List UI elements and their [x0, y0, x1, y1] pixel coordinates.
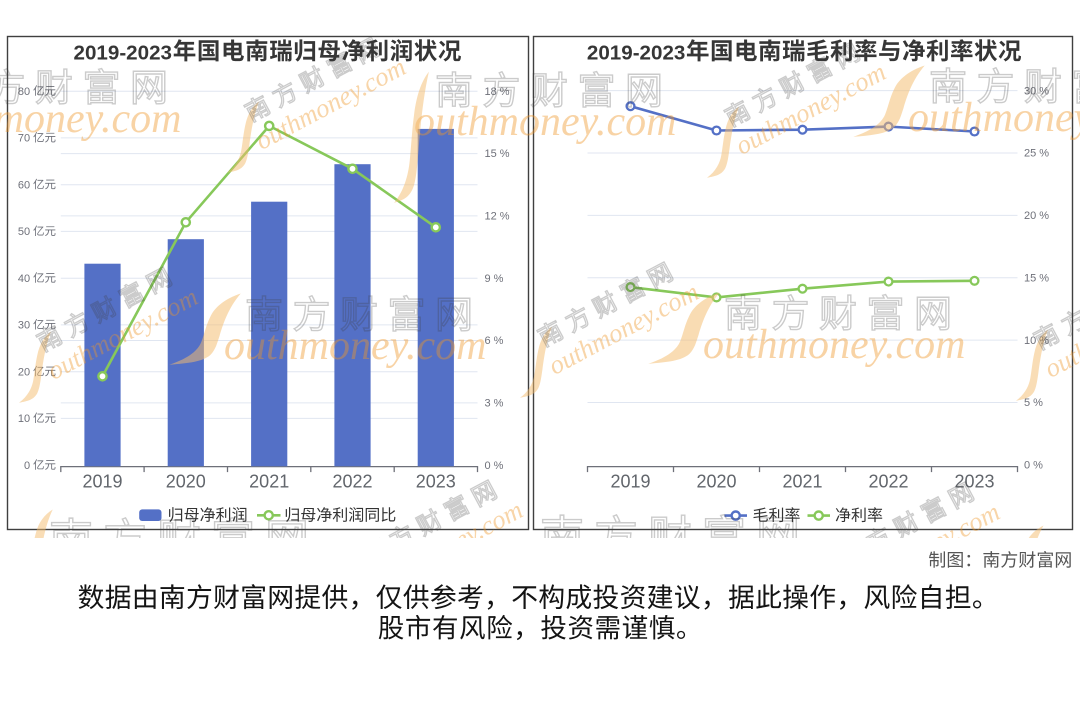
svg-text:30: 30	[18, 320, 30, 332]
svg-text:outhmoney.com: outhmoney.com	[414, 99, 676, 145]
svg-text:12 %: 12 %	[485, 211, 510, 223]
svg-text:70: 70	[18, 133, 30, 145]
svg-text:outhmoney.com: outhmoney.com	[908, 95, 1080, 141]
svg-text:20: 20	[18, 366, 30, 378]
svg-text:2019: 2019	[82, 472, 122, 492]
svg-text:15 %: 15 %	[1024, 273, 1049, 285]
svg-text:2021: 2021	[249, 472, 289, 492]
svg-text:9 %: 9 %	[485, 273, 504, 285]
svg-text:3 %: 3 %	[485, 398, 504, 410]
svg-text:40: 40	[18, 273, 30, 285]
svg-text:15 %: 15 %	[485, 148, 510, 160]
svg-text:2021: 2021	[782, 472, 822, 492]
svg-text:2019-2023: 2019-2023	[74, 42, 172, 65]
svg-text:0 %: 0 %	[1024, 460, 1043, 472]
svg-text:outhmoney.com: outhmoney.com	[703, 322, 965, 368]
svg-text:outhmoney.com: outhmoney.com	[224, 323, 486, 369]
svg-text:2022: 2022	[868, 472, 908, 492]
svg-text:2019-2023: 2019-2023	[587, 42, 685, 65]
svg-text:5 %: 5 %	[1024, 397, 1043, 409]
svg-text:6 %: 6 %	[485, 335, 504, 347]
svg-text:0 %: 0 %	[485, 460, 504, 472]
svg-text:2023: 2023	[416, 472, 456, 492]
svg-text:0: 0	[24, 460, 30, 472]
svg-text:outhmoney.com: outhmoney.com	[0, 96, 181, 142]
svg-text:80: 80	[18, 86, 30, 98]
svg-text:20 %: 20 %	[1024, 210, 1049, 222]
svg-text:2019: 2019	[610, 472, 650, 492]
svg-text:2020: 2020	[166, 472, 206, 492]
svg-text:2023: 2023	[954, 472, 994, 492]
svg-text:60: 60	[18, 179, 30, 191]
svg-text:2022: 2022	[332, 472, 372, 492]
svg-text:10: 10	[18, 413, 30, 425]
svg-text:25 %: 25 %	[1024, 148, 1049, 160]
svg-text:50: 50	[18, 226, 30, 238]
svg-text:2020: 2020	[696, 472, 736, 492]
